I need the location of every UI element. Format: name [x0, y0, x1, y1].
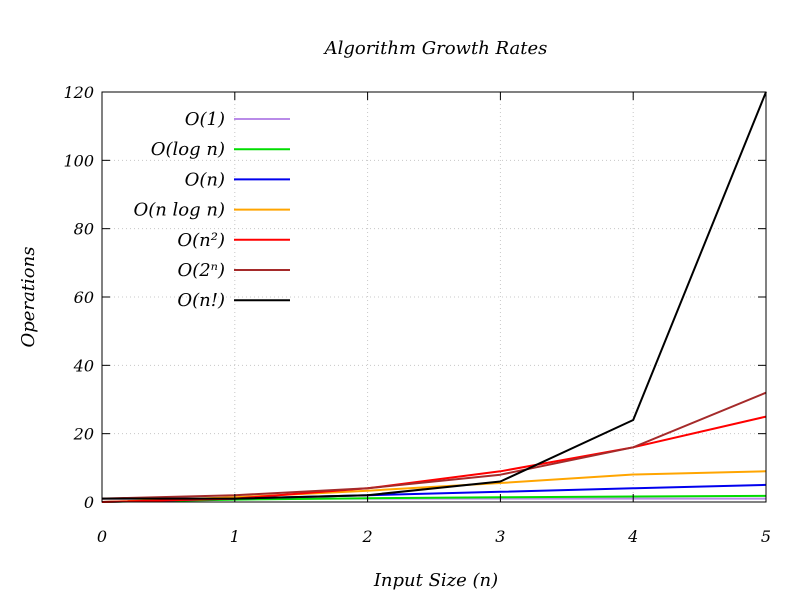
x-tick-label: 2	[362, 527, 373, 546]
legend-label: O(n)	[185, 169, 225, 190]
series-line	[101, 391, 767, 500]
y-tick-label: 100	[63, 151, 94, 170]
y-tick-label: 60	[74, 288, 94, 307]
y-tick-label: 80	[74, 220, 94, 239]
y-tick-label: 0	[84, 493, 94, 512]
chart-title: Algorithm Growth Rates	[323, 38, 548, 59]
legend: O(1) O(log n) O(n) O(n log n) O(n²) O(2ⁿ) O(n!…	[133, 109, 290, 311]
x-tick-label: 0	[97, 527, 107, 546]
x-tick-label: 3	[495, 527, 505, 546]
x-axis-label: Input Size (n)	[373, 570, 498, 591]
legend-label: O(n²)	[177, 230, 225, 251]
y-axis-label: Operations	[18, 247, 39, 348]
y-tick-label: 120	[63, 83, 94, 102]
x-tick-label: 5	[761, 527, 771, 546]
y-tick-label: 40	[73, 356, 94, 375]
series-line	[102, 91, 767, 500]
x-tick-label: 1	[230, 527, 240, 546]
plot-lines	[101, 91, 767, 503]
legend-label: O(1)	[185, 109, 225, 130]
x-tick-label: 4	[627, 527, 638, 546]
legend-label: O(n!)	[177, 290, 225, 311]
y-tick-label: 20	[73, 425, 94, 444]
axis-ticks: 0 1 2 3 4 5 0 20 40 60 80 100 120	[63, 83, 771, 546]
grid	[102, 92, 766, 502]
legend-label: O(n log n)	[133, 200, 225, 221]
legend-label: O(log n)	[151, 139, 225, 160]
legend-label: O(2ⁿ)	[177, 260, 225, 281]
